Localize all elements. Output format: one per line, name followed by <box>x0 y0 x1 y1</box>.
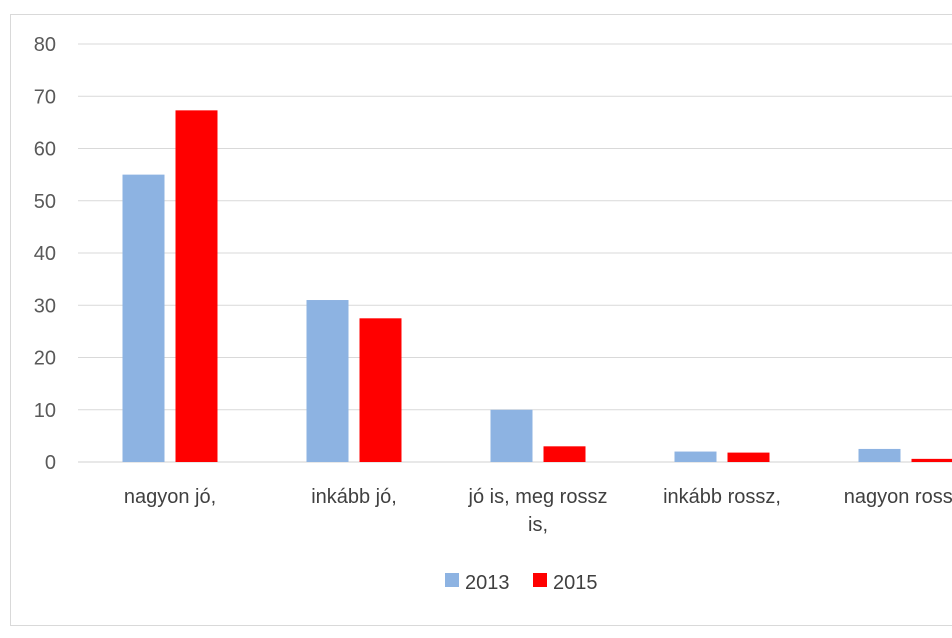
x-category-label: nagyon jó, <box>124 486 216 508</box>
bar-2013-1[interactable] <box>122 174 165 462</box>
y-tick-label: 30 <box>34 295 56 317</box>
y-tick-label: 50 <box>34 191 56 213</box>
bar-2013-4[interactable] <box>674 451 717 462</box>
y-tick-label: 60 <box>34 139 56 161</box>
legend-label-2015: 2015 <box>553 572 598 594</box>
legend-label-2013: 2013 <box>465 572 510 594</box>
x-category-label: inkább jó, <box>311 486 397 508</box>
y-tick-label: 70 <box>34 86 56 108</box>
bar-2015-3[interactable] <box>543 446 586 462</box>
y-tick-label: 0 <box>45 452 56 474</box>
y-tick-label: 40 <box>34 243 56 265</box>
bar-2013-2[interactable] <box>306 300 349 462</box>
bar-2013-3[interactable] <box>490 409 533 462</box>
y-tick-label: 20 <box>34 348 56 370</box>
bar-2015-5[interactable] <box>911 458 952 462</box>
bar-2013-5[interactable] <box>858 448 901 462</box>
y-tick-label: 80 <box>34 34 56 56</box>
bar-2015-2[interactable] <box>359 318 402 462</box>
x-category-label: nagyon rossz, <box>844 486 952 508</box>
legend-swatch-2015 <box>533 573 547 587</box>
y-tick-label: 10 <box>34 400 56 422</box>
chart-frame <box>10 14 952 626</box>
x-category-label: is, <box>528 514 548 536</box>
x-category-label: jó is, meg rossz <box>468 486 608 508</box>
bar-2015-1[interactable] <box>175 110 218 463</box>
x-category-label: inkább rossz, <box>663 486 781 508</box>
legend-swatch-2013 <box>445 573 459 587</box>
bar-2015-4[interactable] <box>727 452 770 462</box>
